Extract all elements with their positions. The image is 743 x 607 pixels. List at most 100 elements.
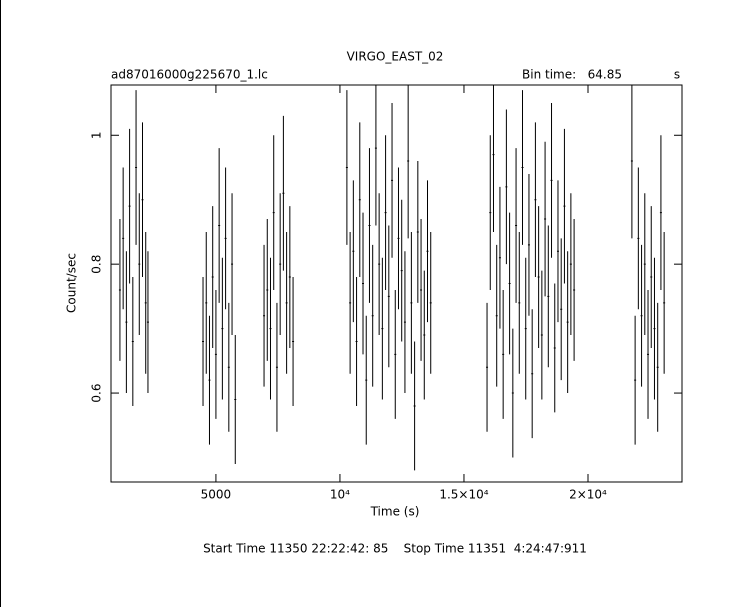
- error-bar: [211, 206, 214, 348]
- error-bar: [547, 225, 550, 368]
- error-bar: [489, 135, 492, 290]
- error-bar: [224, 167, 227, 310]
- error-bar: [358, 122, 361, 278]
- error-bar: [371, 244, 374, 387]
- error-bar: [378, 193, 381, 336]
- error-bar: [394, 289, 397, 419]
- error-bar: [205, 231, 208, 374]
- error-bar: [650, 206, 653, 348]
- error-bar: [410, 231, 413, 374]
- error-bar: [429, 231, 432, 374]
- error-bar: [400, 199, 403, 342]
- error-bar: [659, 135, 662, 290]
- error-bar: [524, 257, 527, 400]
- error-bar: [502, 289, 505, 419]
- error-bar: [269, 257, 272, 400]
- error-bar: [544, 141, 547, 297]
- error-bar: [275, 302, 278, 432]
- error-bar: [279, 193, 282, 336]
- error-bar: [122, 167, 125, 310]
- bin-time-label: Bin time:: [522, 68, 576, 82]
- error-bar: [413, 341, 416, 471]
- x-tick-label: 1.5×10⁴: [439, 488, 488, 502]
- plot-frame: [110, 84, 683, 483]
- error-bar: [640, 244, 643, 387]
- error-bar: [141, 122, 144, 278]
- error-bar: [272, 135, 275, 290]
- chart-title: VIRGO_EAST_02: [347, 50, 444, 64]
- error-bar: [285, 231, 288, 374]
- error-bar: [647, 289, 650, 419]
- error-bar: [540, 270, 543, 400]
- error-bar: [508, 212, 511, 355]
- bin-time-unit: s: [674, 68, 680, 82]
- error-bar: [518, 231, 521, 374]
- error-bar: [292, 277, 295, 406]
- error-bar: [416, 161, 419, 303]
- bin-time: 64.85: [588, 68, 622, 82]
- error-bar: [511, 328, 514, 458]
- x-tick-label: 5000: [201, 488, 232, 502]
- error-bar: [266, 219, 269, 361]
- error-bar: [144, 231, 147, 374]
- file-label: ad87016000g225670_1.lc: [111, 68, 268, 82]
- error-bar: [556, 180, 559, 323]
- error-bar: [384, 135, 387, 290]
- error-bar: [125, 251, 128, 394]
- error-bar: [391, 103, 394, 258]
- error-bar: [128, 128, 131, 284]
- error-bar: [531, 309, 534, 439]
- error-bar: [288, 206, 291, 348]
- error-bar: [387, 225, 390, 368]
- error-bar: [505, 109, 508, 265]
- error-bar: [643, 193, 646, 336]
- error-bar: [221, 257, 224, 400]
- error-bar: [349, 231, 352, 374]
- error-bar: [146, 251, 149, 394]
- error-bar: [569, 193, 572, 336]
- error-bar: [214, 289, 217, 419]
- error-bar: [263, 244, 266, 387]
- error-bar: [534, 122, 537, 278]
- error-bar: [637, 167, 640, 310]
- error-bar: [527, 173, 530, 316]
- error-bar: [352, 180, 355, 323]
- error-bar: [515, 148, 518, 303]
- error-bar: [282, 115, 285, 271]
- error-bar: [208, 315, 211, 445]
- error-bar: [663, 231, 666, 374]
- error-bar: [407, 85, 410, 239]
- error-bar: [403, 251, 406, 394]
- error-bar: [118, 219, 121, 361]
- error-bar: [495, 244, 498, 387]
- error-bar: [345, 90, 348, 245]
- error-bar: [365, 315, 368, 445]
- error-bar: [634, 315, 637, 445]
- error-bar: [138, 193, 141, 336]
- error-bar: [234, 335, 237, 464]
- error-bar: [560, 238, 563, 381]
- error-bar: [423, 270, 426, 400]
- error-bar: [630, 85, 633, 239]
- x-tick-label: 2×10⁴: [569, 488, 607, 502]
- error-bar: [397, 167, 400, 310]
- y-tick-label: 1: [90, 131, 104, 139]
- x-axis-label: Time (s): [370, 505, 420, 519]
- error-bar: [537, 206, 540, 348]
- error-bar: [656, 302, 659, 432]
- error-bar: [492, 85, 495, 232]
- error-bar: [553, 283, 556, 413]
- y-tick-label: 0.6: [90, 384, 104, 403]
- error-bar: [374, 85, 377, 226]
- error-bar: [202, 277, 205, 406]
- y-tick-label: 0.8: [90, 255, 104, 274]
- footer: Start Time 11350 22:22:42: 85 Stop Time …: [203, 542, 587, 556]
- error-bar: [563, 128, 566, 284]
- error-bar: [362, 212, 365, 355]
- error-bar: [135, 90, 138, 245]
- error-bar: [420, 219, 423, 361]
- error-bar: [566, 251, 569, 394]
- error-bar: [521, 90, 524, 245]
